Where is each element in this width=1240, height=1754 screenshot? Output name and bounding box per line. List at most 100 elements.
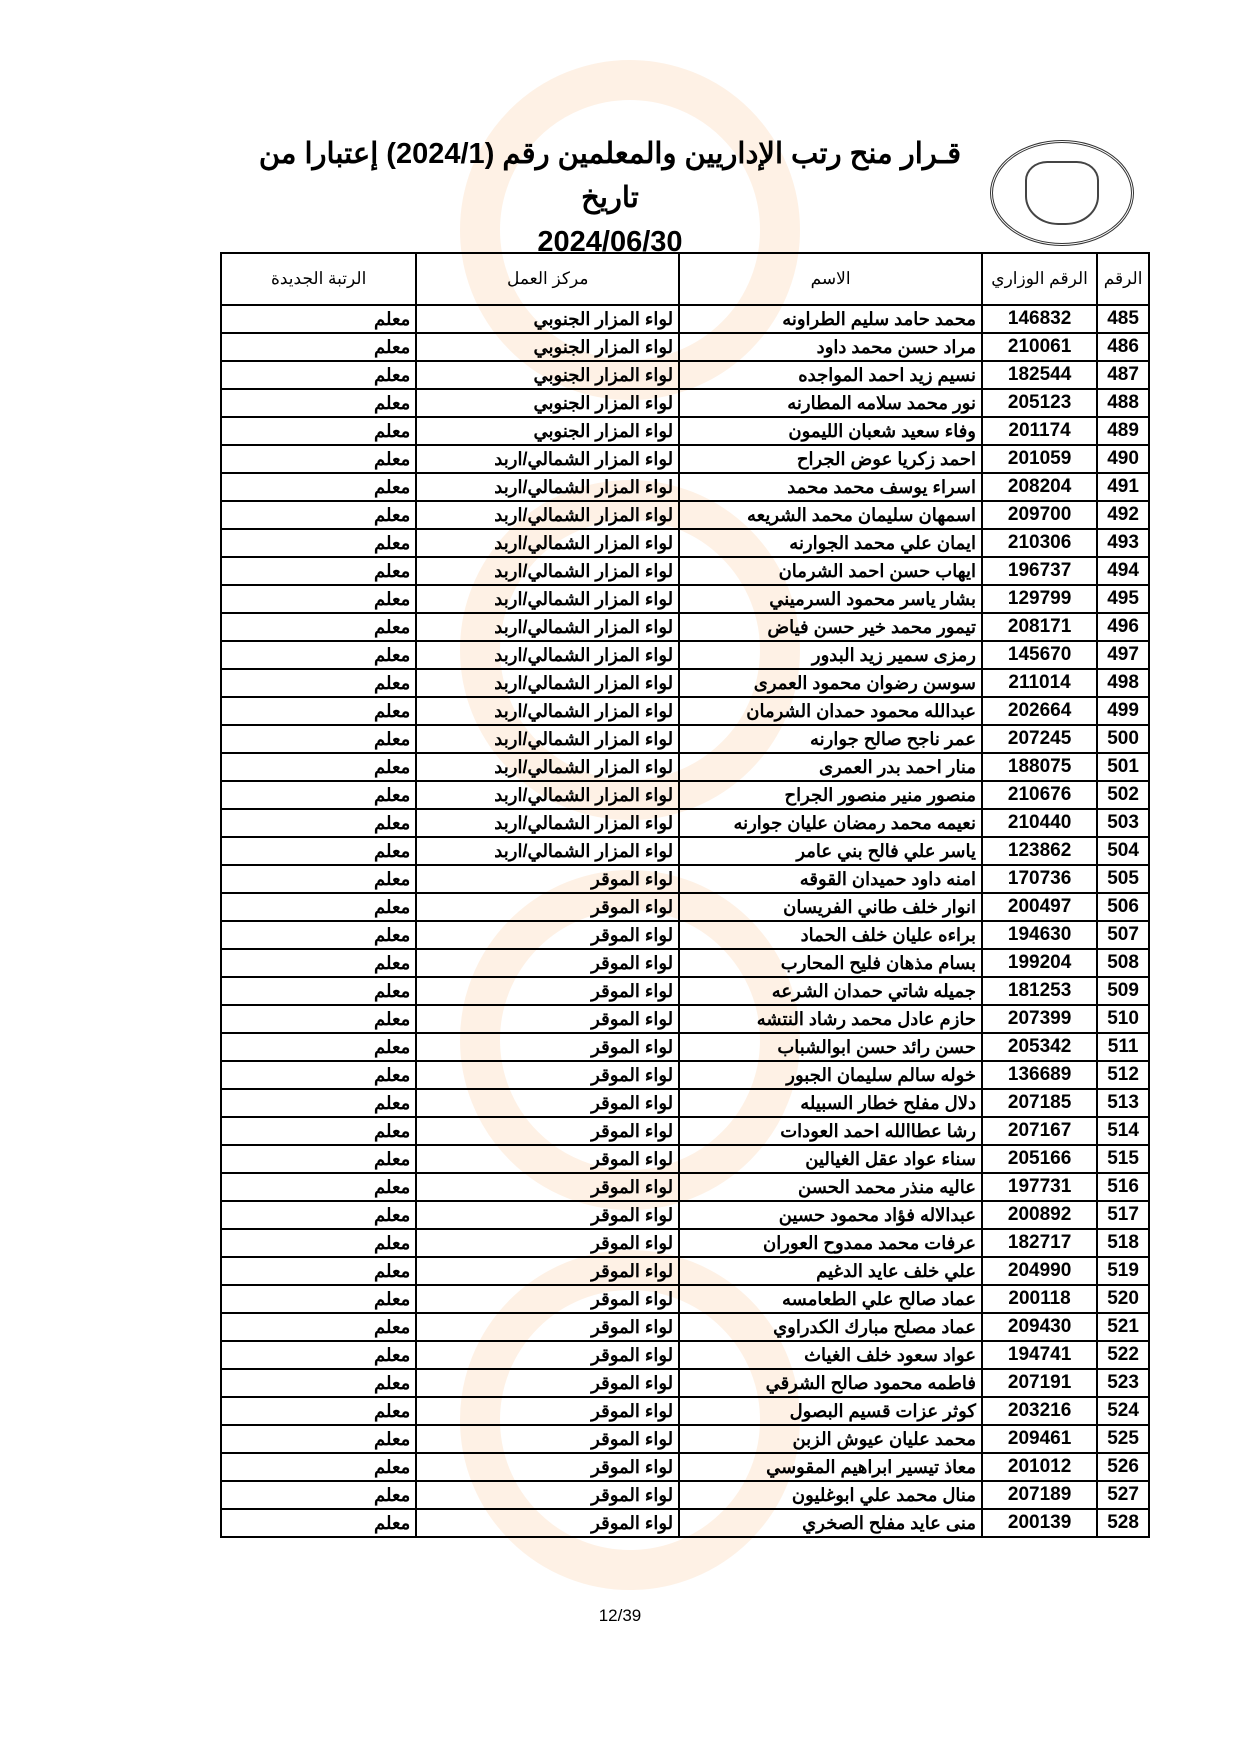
row-number-cell: 486 (1096, 332, 1150, 362)
table-row: 495 129799 بشار ياسر محمود السرميني لواء ال… (219, 584, 1150, 614)
row-number-cell: 499 (1096, 696, 1150, 726)
table-row: 486 210061 مراد حسن محمد داود لواء المزار ا… (219, 332, 1150, 362)
work-center-cell: لواء المزار الشمالي/اربد (415, 500, 681, 530)
row-number-cell: 487 (1096, 360, 1150, 390)
employee-name-cell: نعيمه محمد رمضان عليان جوارنه (678, 808, 983, 838)
table-row: 490 201059 احمد زكريا عوض الجراح لواء المزا… (219, 444, 1150, 474)
new-rank-cell: معلم (219, 640, 418, 670)
table-row: 506 200497 انوار خلف طاني الفريسان لواء الم… (219, 892, 1150, 922)
ministry-id-cell: 145670 (980, 640, 1099, 670)
row-number-cell: 503 (1096, 808, 1150, 838)
ministry-id-cell: 196737 (980, 556, 1099, 586)
table-row: 512 136689 خوله سالم سليمان الجبور لواء الم… (219, 1060, 1150, 1090)
employee-name-cell: فاطمه محمود صالح الشرقي (678, 1368, 983, 1398)
row-number-cell: 522 (1096, 1340, 1150, 1370)
table-row: 499 202664 عبدالله محمود حمدان الشرمان لواء… (219, 696, 1150, 726)
employee-name-cell: نور محمد سلامه المطارنه (678, 388, 983, 418)
ministry-id-cell: 201174 (980, 416, 1099, 446)
document-title: قـرار منح رتب الإداريين والمعلمين رقم (2… (250, 132, 970, 264)
employee-name-cell: بشار ياسر محمود السرميني (678, 584, 983, 614)
employee-name-cell: دلال مفلح خطار السبيله (678, 1088, 983, 1118)
work-center-cell: لواء الموقر (415, 1088, 681, 1118)
table-row: 491 208204 اسراء يوسف محمد محمد لواء المزار… (219, 472, 1150, 502)
ministry-id-cell: 209461 (980, 1424, 1099, 1454)
row-number-cell: 514 (1096, 1116, 1150, 1146)
employee-name-cell: ياسر علي فالح بني عامر (678, 836, 983, 866)
ministry-id-cell: 205342 (980, 1032, 1099, 1062)
employee-name-cell: منصور منير منصور الجراح (678, 780, 983, 810)
col-header-work-center: مركز العمل (415, 252, 681, 306)
ministry-id-cell: 207167 (980, 1116, 1099, 1146)
new-rank-cell: معلم (219, 1368, 418, 1398)
employee-name-cell: عماد مصلح مبارك الكدراوي (678, 1312, 983, 1342)
work-center-cell: لواء الموقر (415, 892, 681, 922)
new-rank-cell: معلم (219, 1032, 418, 1062)
work-center-cell: لواء الموقر (415, 1256, 681, 1286)
work-center-cell: لواء المزار الشمالي/اربد (415, 780, 681, 810)
new-rank-cell: معلم (219, 724, 418, 754)
row-number-cell: 523 (1096, 1368, 1150, 1398)
employee-name-cell: براءه عليان خلف الحماد (678, 920, 983, 950)
work-center-cell: لواء المزار الجنوبي (415, 416, 681, 446)
ministry-id-cell: 136689 (980, 1060, 1099, 1090)
table-row: 497 145670 رمزى سمير زيد البدور لواء المزار… (219, 640, 1150, 670)
employee-name-cell: اسمهان سليمان محمد الشريعه (678, 500, 983, 530)
work-center-cell: لواء الموقر (415, 1396, 681, 1426)
new-rank-cell: معلم (219, 1396, 418, 1426)
table-row: 489 201174 وفاء سعيد شعبان الليمون لواء الم… (219, 416, 1150, 446)
employee-name-cell: عرفات محمد ممدوح العوران (678, 1228, 983, 1258)
col-header-ministry-id: الرقم الوزاري (980, 252, 1099, 306)
employee-name-cell: عبدالاله فؤاد محمود حسين (678, 1200, 983, 1230)
employee-name-cell: تيمور محمد خير حسن فياض (678, 612, 983, 642)
table-row: 523 207191 فاطمه محمود صالح الشرقي لواء الم… (219, 1368, 1150, 1398)
work-center-cell: لواء المزار الشمالي/اربد (415, 696, 681, 726)
work-center-cell: لواء المزار الشمالي/اربد (415, 584, 681, 614)
new-rank-cell: معلم (219, 304, 418, 334)
new-rank-cell: معلم (219, 1228, 418, 1258)
employee-name-cell: حسن رائد حسن ابوالشباب (678, 1032, 983, 1062)
ministry-id-cell: 182717 (980, 1228, 1099, 1258)
row-number-cell: 488 (1096, 388, 1150, 418)
new-rank-cell: معلم (219, 976, 418, 1006)
row-number-cell: 528 (1096, 1508, 1150, 1538)
row-number-cell: 515 (1096, 1144, 1150, 1174)
row-number-cell: 508 (1096, 948, 1150, 978)
work-center-cell: لواء المزار الشمالي/اربد (415, 724, 681, 754)
work-center-cell: لواء المزار الجنوبي (415, 360, 681, 390)
row-number-cell: 509 (1096, 976, 1150, 1006)
row-number-cell: 493 (1096, 528, 1150, 558)
row-number-cell: 492 (1096, 500, 1150, 530)
ministry-id-cell: 208171 (980, 612, 1099, 642)
work-center-cell: لواء الموقر (415, 1340, 681, 1370)
work-center-cell: لواء الموقر (415, 920, 681, 950)
work-center-cell: لواء المزار الشمالي/اربد (415, 612, 681, 642)
table-row: 525 209461 محمد عليان عيوش الزبن لواء الموق… (219, 1424, 1150, 1454)
ministry-id-cell: 202664 (980, 696, 1099, 726)
ministry-id-cell: 200139 (980, 1508, 1099, 1538)
ministry-id-cell: 208204 (980, 472, 1099, 502)
ministry-id-cell: 194741 (980, 1340, 1099, 1370)
row-number-cell: 513 (1096, 1088, 1150, 1118)
table-row: 521 209430 عماد مصلح مبارك الكدراوي لواء ال… (219, 1312, 1150, 1342)
new-rank-cell: معلم (219, 920, 418, 950)
row-number-cell: 491 (1096, 472, 1150, 502)
employee-name-cell: محمد عليان عيوش الزبن (678, 1424, 983, 1454)
row-number-cell: 504 (1096, 836, 1150, 866)
employee-name-cell: وفاء سعيد شعبان الليمون (678, 416, 983, 446)
new-rank-cell: معلم (219, 752, 418, 782)
table-row: 518 182717 عرفات محمد ممدوح العوران لواء ال… (219, 1228, 1150, 1258)
employee-name-cell: انوار خلف طاني الفريسان (678, 892, 983, 922)
new-rank-cell: معلم (219, 1284, 418, 1314)
row-number-cell: 495 (1096, 584, 1150, 614)
table-row: 498 211014 سوسن رضوان محمود العمرى لواء الم… (219, 668, 1150, 698)
work-center-cell: لواء الموقر (415, 1032, 681, 1062)
table-row: 524 203216 كوثر عزات قسيم البصول لواء الموق… (219, 1396, 1150, 1426)
col-header-new-rank: الرتبة الجديدة (219, 252, 418, 306)
table-row: 527 207189 منال محمد علي ابوغليون لواء المو… (219, 1480, 1150, 1510)
row-number-cell: 489 (1096, 416, 1150, 446)
row-number-cell: 507 (1096, 920, 1150, 950)
ministry-id-cell: 210306 (980, 528, 1099, 558)
employee-name-cell: بسام مذهان فليح المحارب (678, 948, 983, 978)
ministry-id-cell: 205123 (980, 388, 1099, 418)
table-row: 492 209700 اسمهان سليمان محمد الشريعه لواء … (219, 500, 1150, 530)
